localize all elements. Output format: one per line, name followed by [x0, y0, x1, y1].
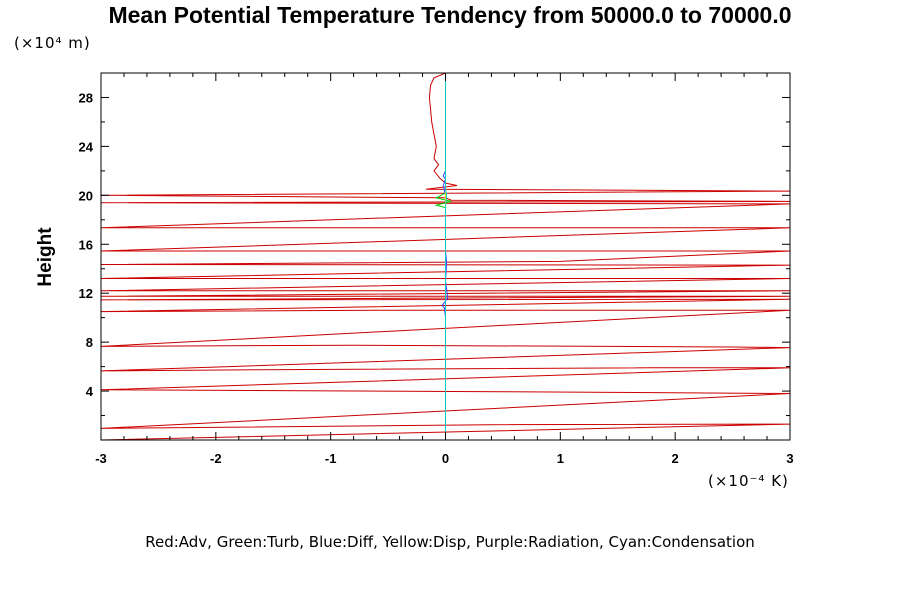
- x-tick-label: 2: [672, 451, 679, 466]
- series-line-condensation: [445, 73, 448, 440]
- series-line-adv: [101, 73, 790, 440]
- legend-text: Red:Adv, Green:Turb, Blue:Diff, Yellow:D…: [145, 533, 755, 551]
- y-tick-label: 16: [79, 237, 93, 252]
- x-tick-label: 0: [442, 451, 449, 466]
- x-axis-unit-label: (×10⁻⁴ K): [708, 472, 789, 490]
- y-tick-label: 28: [79, 90, 93, 105]
- x-tick-label: -3: [95, 451, 107, 466]
- y-tick-label: 20: [79, 188, 93, 203]
- y-tick-label: 24: [79, 139, 94, 154]
- y-tick-label: 12: [79, 286, 93, 301]
- x-tick-label: -1: [325, 451, 337, 466]
- y-tick-label: 4: [86, 384, 94, 399]
- series-line-turb: [434, 73, 452, 440]
- x-tick-label: 3: [786, 451, 793, 466]
- chart-title: Mean Potential Temperature Tendency from…: [108, 2, 792, 28]
- series-layer: [101, 73, 790, 440]
- y-tick-label: 8: [86, 335, 93, 350]
- x-tick-label: -2: [210, 451, 222, 466]
- series-line-diff: [441, 73, 449, 440]
- y-axis-unit-label: (×10⁴ m): [14, 34, 91, 52]
- x-tick-label: 1: [557, 451, 564, 466]
